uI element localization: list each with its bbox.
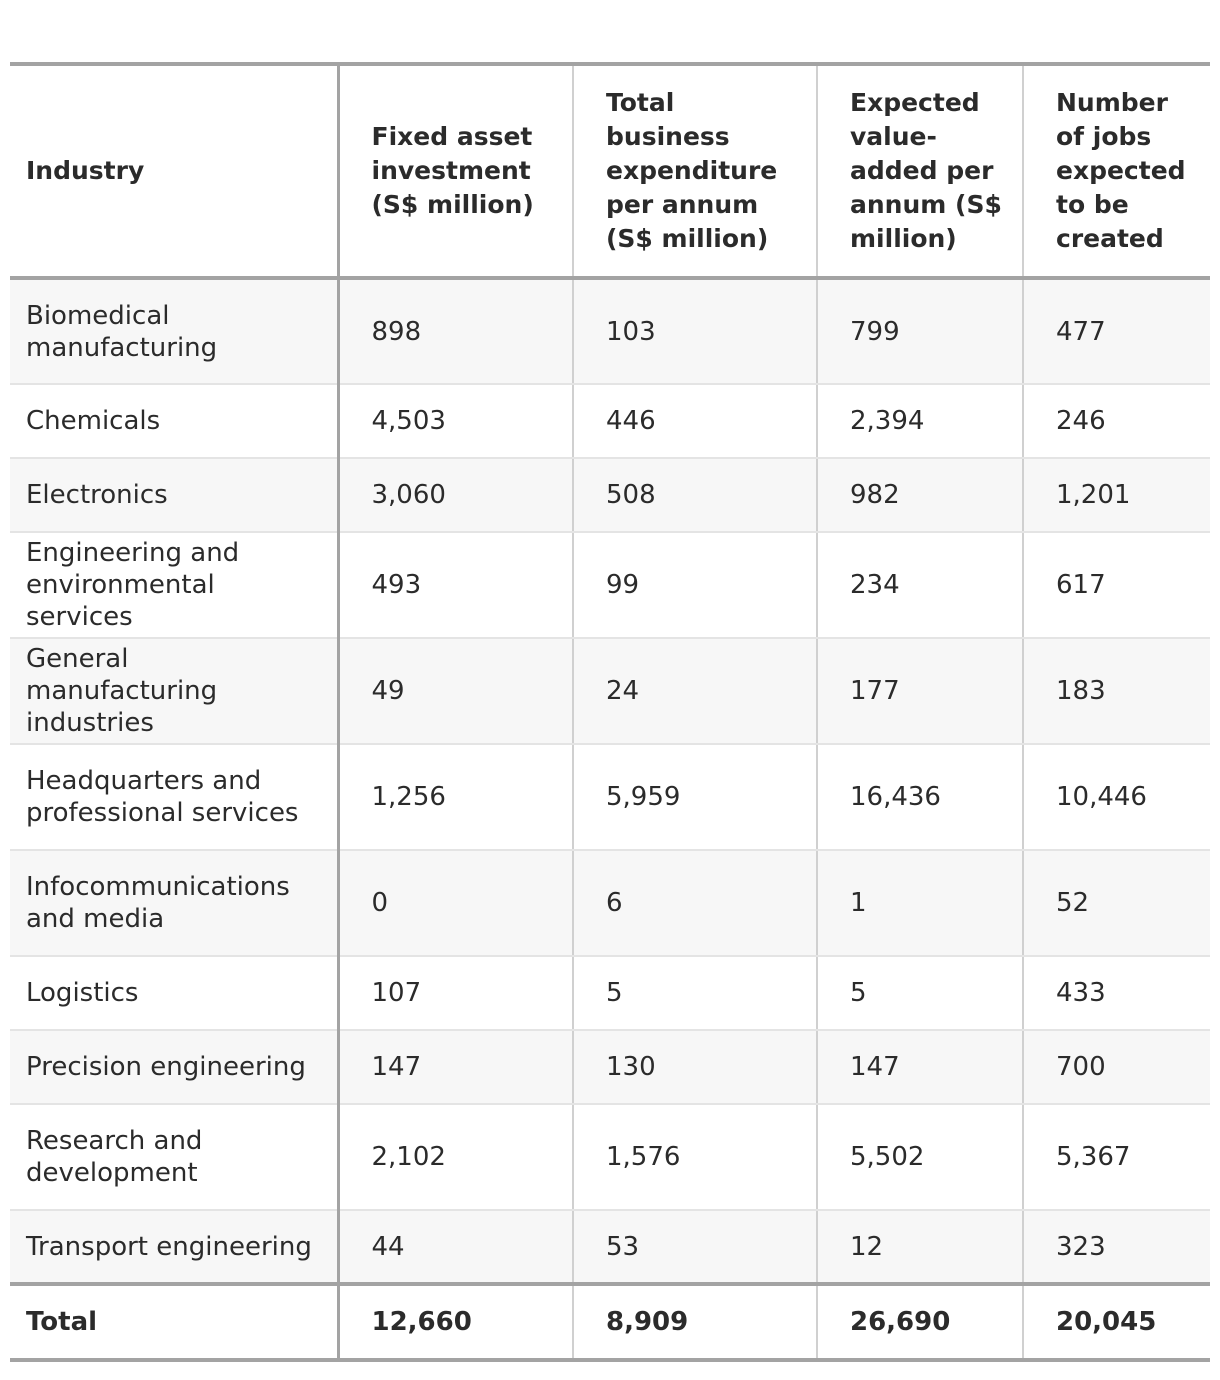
- row-jobs: 52: [1022, 850, 1210, 957]
- row-jobs: 433: [1022, 956, 1210, 1031]
- row-business-expenditure: 103: [572, 278, 817, 385]
- row-business-expenditure: 130: [572, 1030, 817, 1105]
- row-value-added: 2,394: [816, 384, 1023, 459]
- row-industry: Research and development: [10, 1104, 338, 1211]
- table-row: Engineering and environmental services 4…: [10, 532, 1210, 639]
- row-business-expenditure: 5,959: [572, 744, 817, 851]
- row-jobs: 323: [1022, 1210, 1210, 1285]
- total-fixed-asset-investment: 12,660: [336, 1282, 573, 1362]
- row-jobs: 617: [1022, 532, 1210, 639]
- investment-commitments-table: Industry Fixed asset investment (S$ mill…: [10, 62, 1210, 1362]
- row-fixed-asset-investment: 1,256: [336, 744, 573, 851]
- table-row: Headquarters and professional services 1…: [10, 744, 1210, 851]
- total-label: Total: [10, 1282, 338, 1362]
- row-industry: Infocommunications and media: [10, 850, 338, 957]
- row-fixed-asset-investment: 0: [336, 850, 573, 957]
- row-industry: Precision engineering: [10, 1030, 338, 1105]
- row-jobs: 1,201: [1022, 458, 1210, 533]
- row-jobs: 477: [1022, 278, 1210, 385]
- row-fixed-asset-investment: 2,102: [336, 1104, 573, 1211]
- row-industry: Engineering and environmental services: [10, 532, 338, 639]
- row-industry: Biomedical manufacturing: [10, 278, 338, 385]
- header-fixed-asset-investment: Fixed asset investment (S$ million): [336, 62, 573, 280]
- table-total-row: Total 12,660 8,909 26,690 20,045: [10, 1282, 1210, 1362]
- row-value-added: 12: [816, 1210, 1023, 1285]
- row-business-expenditure: 1,576: [572, 1104, 817, 1211]
- row-industry: General manufacturing industries: [10, 638, 338, 745]
- header-expected-value-added: Expected value-added per annum (S$ milli…: [816, 62, 1023, 280]
- row-value-added: 1: [816, 850, 1023, 957]
- row-business-expenditure: 53: [572, 1210, 817, 1285]
- row-fixed-asset-investment: 147: [336, 1030, 573, 1105]
- row-jobs: 700: [1022, 1030, 1210, 1105]
- row-value-added: 177: [816, 638, 1023, 745]
- table-row: Transport engineering 44 53 12 323: [10, 1210, 1210, 1285]
- row-value-added: 799: [816, 278, 1023, 385]
- row-industry: Transport engineering: [10, 1210, 338, 1285]
- row-value-added: 5,502: [816, 1104, 1023, 1211]
- table-row: Research and development 2,102 1,576 5,5…: [10, 1104, 1210, 1211]
- table-row: Infocommunications and media 0 6 1 52: [10, 850, 1210, 957]
- table-row: Precision engineering 147 130 147 700: [10, 1030, 1210, 1105]
- header-jobs-created: Number of jobs expected to be created: [1022, 62, 1210, 280]
- row-value-added: 982: [816, 458, 1023, 533]
- total-business-expenditure: 8,909: [572, 1282, 817, 1362]
- row-jobs: 5,367: [1022, 1104, 1210, 1211]
- row-jobs: 183: [1022, 638, 1210, 745]
- row-jobs: 10,446: [1022, 744, 1210, 851]
- row-industry: Electronics: [10, 458, 338, 533]
- total-jobs: 20,045: [1022, 1282, 1210, 1362]
- row-business-expenditure: 24: [572, 638, 817, 745]
- row-fixed-asset-investment: 4,503: [336, 384, 573, 459]
- row-value-added: 147: [816, 1030, 1023, 1105]
- row-industry: Chemicals: [10, 384, 338, 459]
- row-business-expenditure: 99: [572, 532, 817, 639]
- table-row: Logistics 107 5 5 433: [10, 956, 1210, 1031]
- investment-table-container: Industry Fixed asset investment (S$ mill…: [10, 62, 1210, 1362]
- row-business-expenditure: 6: [572, 850, 817, 957]
- row-business-expenditure: 446: [572, 384, 817, 459]
- table-header-row: Industry Fixed asset investment (S$ mill…: [10, 62, 1210, 280]
- row-business-expenditure: 5: [572, 956, 817, 1031]
- row-business-expenditure: 508: [572, 458, 817, 533]
- table-row: General manufacturing industries 49 24 1…: [10, 638, 1210, 745]
- row-fixed-asset-investment: 107: [336, 956, 573, 1031]
- table-row: Chemicals 4,503 446 2,394 246: [10, 384, 1210, 459]
- row-industry: Headquarters and professional services: [10, 744, 338, 851]
- row-fixed-asset-investment: 49: [336, 638, 573, 745]
- row-value-added: 234: [816, 532, 1023, 639]
- row-industry: Logistics: [10, 956, 338, 1031]
- row-fixed-asset-investment: 493: [336, 532, 573, 639]
- row-fixed-asset-investment: 3,060: [336, 458, 573, 533]
- total-value-added: 26,690: [816, 1282, 1023, 1362]
- table-row: Biomedical manufacturing 898 103 799 477: [10, 278, 1210, 385]
- row-value-added: 16,436: [816, 744, 1023, 851]
- table-row: Electronics 3,060 508 982 1,201: [10, 458, 1210, 533]
- row-fixed-asset-investment: 898: [336, 278, 573, 385]
- row-fixed-asset-investment: 44: [336, 1210, 573, 1285]
- header-total-business-expenditure: Total business expenditure per annum (S$…: [572, 62, 817, 280]
- header-industry: Industry: [10, 62, 338, 280]
- row-value-added: 5: [816, 956, 1023, 1031]
- row-jobs: 246: [1022, 384, 1210, 459]
